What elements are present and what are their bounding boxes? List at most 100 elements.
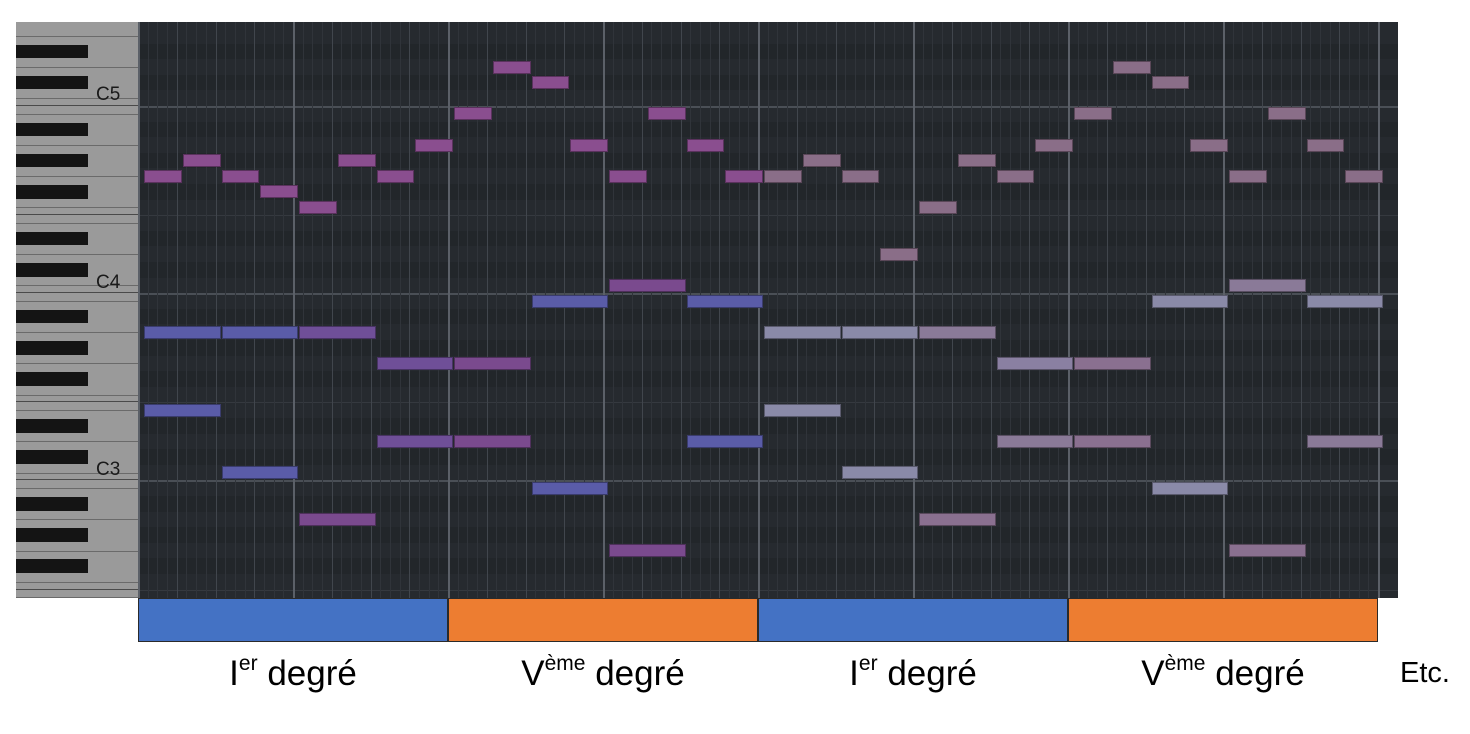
midi-note[interactable]: [919, 325, 996, 339]
midi-note[interactable]: [144, 325, 221, 339]
black-key[interactable]: [16, 122, 88, 137]
white-key[interactable]: [16, 550, 138, 552]
white-key[interactable]: [16, 394, 138, 396]
midi-note[interactable]: [221, 325, 298, 339]
midi-note[interactable]: [144, 403, 221, 417]
white-key[interactable]: [16, 519, 138, 521]
black-key[interactable]: [16, 497, 88, 511]
midi-note[interactable]: [376, 356, 453, 370]
midi-note[interactable]: [144, 169, 182, 183]
black-key[interactable]: [16, 153, 88, 168]
midi-note[interactable]: [1229, 169, 1267, 183]
black-key[interactable]: [16, 185, 88, 199]
black-key[interactable]: [16, 231, 88, 246]
white-key[interactable]: [16, 113, 138, 115]
black-key[interactable]: [16, 263, 88, 277]
midi-note[interactable]: [764, 403, 841, 417]
midi-note[interactable]: [1151, 481, 1228, 495]
white-key[interactable]: [16, 441, 138, 443]
midi-note[interactable]: [686, 138, 725, 152]
midi-note[interactable]: [1074, 434, 1151, 448]
midi-note[interactable]: [1229, 544, 1306, 558]
midi-note[interactable]: [919, 512, 996, 526]
midi-note[interactable]: [1074, 356, 1151, 370]
black-key[interactable]: [16, 309, 88, 324]
black-key[interactable]: [16, 450, 88, 464]
white-key[interactable]: [16, 488, 138, 490]
midi-note[interactable]: [880, 247, 918, 261]
midi-note[interactable]: [919, 200, 957, 214]
midi-note[interactable]: [454, 434, 531, 448]
midi-note[interactable]: [996, 169, 1035, 183]
midi-note[interactable]: [531, 294, 608, 308]
white-key[interactable]: [16, 332, 138, 334]
midi-note[interactable]: [1151, 294, 1228, 308]
midi-note[interactable]: [1306, 294, 1383, 308]
white-key[interactable]: [16, 597, 138, 598]
white-key[interactable]: [16, 98, 138, 100]
white-key[interactable]: [16, 472, 138, 474]
midi-note[interactable]: [182, 154, 221, 168]
white-key[interactable]: [16, 410, 138, 412]
midi-note[interactable]: [299, 200, 337, 214]
midi-note[interactable]: [609, 278, 686, 292]
midi-note[interactable]: [1112, 60, 1151, 74]
midi-note[interactable]: [957, 154, 996, 168]
white-key[interactable]: [16, 176, 138, 178]
white-key[interactable]: [16, 35, 138, 37]
midi-note[interactable]: [996, 356, 1073, 370]
midi-note[interactable]: [531, 481, 608, 495]
midi-note[interactable]: [1151, 76, 1190, 90]
midi-note[interactable]: [221, 169, 260, 183]
black-key[interactable]: [16, 528, 88, 542]
midi-note[interactable]: [996, 434, 1073, 448]
midi-note[interactable]: [609, 544, 686, 558]
white-key[interactable]: [16, 285, 138, 287]
black-key[interactable]: [16, 341, 88, 355]
midi-note[interactable]: [1190, 138, 1228, 152]
midi-note[interactable]: [299, 512, 376, 526]
midi-note[interactable]: [764, 325, 841, 339]
midi-note[interactable]: [802, 154, 841, 168]
black-key[interactable]: [16, 44, 88, 59]
white-key[interactable]: [16, 207, 138, 209]
black-key[interactable]: [16, 372, 88, 386]
midi-note[interactable]: [570, 138, 608, 152]
white-key[interactable]: [16, 223, 138, 224]
midi-note[interactable]: [1035, 138, 1073, 152]
midi-note[interactable]: [764, 169, 802, 183]
midi-note[interactable]: [376, 169, 415, 183]
midi-note[interactable]: [1229, 278, 1306, 292]
midi-note[interactable]: [531, 76, 570, 90]
midi-note[interactable]: [1306, 138, 1345, 152]
midi-note[interactable]: [686, 434, 763, 448]
midi-note[interactable]: [454, 356, 531, 370]
midi-note[interactable]: [221, 466, 298, 480]
midi-note[interactable]: [725, 169, 763, 183]
midi-note[interactable]: [686, 294, 763, 308]
white-key[interactable]: [16, 301, 138, 302]
white-key[interactable]: [16, 581, 138, 583]
midi-note[interactable]: [299, 325, 376, 339]
midi-note[interactable]: [376, 434, 453, 448]
white-key[interactable]: [16, 67, 138, 68]
midi-note[interactable]: [492, 60, 531, 74]
midi-note[interactable]: [337, 154, 376, 168]
white-key[interactable]: [16, 363, 138, 365]
white-key[interactable]: [16, 254, 138, 256]
black-key[interactable]: [16, 419, 88, 433]
midi-note[interactable]: [1267, 107, 1306, 121]
midi-note[interactable]: [454, 107, 492, 121]
midi-note[interactable]: [841, 466, 918, 480]
midi-note[interactable]: [609, 169, 647, 183]
midi-note[interactable]: [1306, 434, 1383, 448]
midi-note[interactable]: [841, 325, 918, 339]
midi-note[interactable]: [1074, 107, 1112, 121]
black-key[interactable]: [16, 75, 88, 90]
black-key[interactable]: [16, 559, 88, 573]
midi-note[interactable]: [415, 138, 453, 152]
midi-note[interactable]: [1345, 169, 1383, 183]
midi-note[interactable]: [260, 185, 298, 199]
midi-note[interactable]: [841, 169, 880, 183]
white-key[interactable]: [16, 145, 138, 146]
